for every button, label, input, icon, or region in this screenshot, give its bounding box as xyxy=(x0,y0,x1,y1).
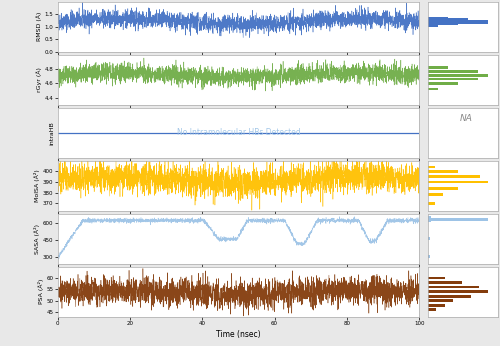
Y-axis label: intraHB: intraHB xyxy=(50,121,54,145)
Bar xyxy=(428,216,431,219)
Bar xyxy=(428,21,488,24)
Bar xyxy=(428,255,430,258)
X-axis label: Time (nsec): Time (nsec) xyxy=(216,330,260,339)
Bar xyxy=(428,66,448,69)
Bar xyxy=(428,276,445,279)
Bar xyxy=(428,20,488,22)
Bar xyxy=(428,78,478,80)
Bar xyxy=(428,74,488,77)
Y-axis label: PSA (Å²): PSA (Å²) xyxy=(38,279,44,304)
Bar xyxy=(428,181,488,183)
Bar xyxy=(428,308,436,311)
Bar xyxy=(428,193,443,196)
Bar xyxy=(428,286,479,289)
Bar xyxy=(428,290,488,293)
Bar xyxy=(428,220,431,222)
Bar xyxy=(428,218,488,221)
Bar xyxy=(428,175,480,178)
Y-axis label: RMSD (Å): RMSD (Å) xyxy=(36,12,42,42)
Bar xyxy=(428,71,478,73)
Bar xyxy=(428,202,436,204)
Bar xyxy=(428,17,448,19)
Bar xyxy=(428,281,462,284)
Bar xyxy=(428,304,445,307)
Y-axis label: rGyr (Å): rGyr (Å) xyxy=(36,67,42,92)
Bar xyxy=(428,18,468,21)
Y-axis label: MolSA (Å²): MolSA (Å²) xyxy=(34,169,40,202)
Y-axis label: SASA (Å²): SASA (Å²) xyxy=(34,224,40,254)
Text: NA: NA xyxy=(460,114,472,123)
Bar xyxy=(428,295,470,298)
Bar xyxy=(428,170,458,173)
Bar xyxy=(428,88,438,90)
Bar xyxy=(428,22,458,25)
Bar xyxy=(428,166,436,169)
Bar xyxy=(428,187,458,190)
Bar xyxy=(428,24,438,27)
Bar xyxy=(428,237,430,240)
Text: No Intramolecular HBs Detected: No Intramolecular HBs Detected xyxy=(176,128,300,137)
Bar xyxy=(428,299,454,302)
Bar xyxy=(428,82,458,85)
